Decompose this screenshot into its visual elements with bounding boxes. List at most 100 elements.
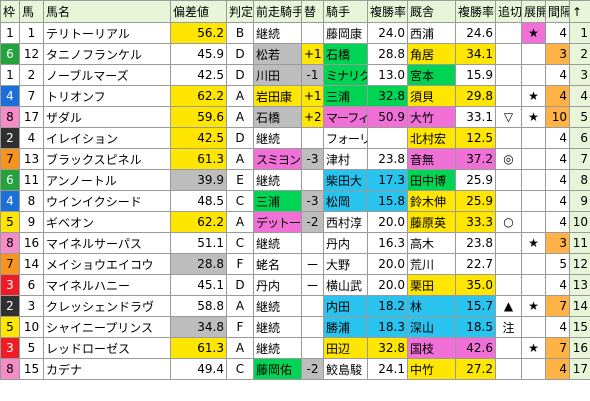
cell-jockey-rate: 50.9	[367, 106, 408, 128]
header-score[interactable]: 偏差値	[170, 0, 227, 23]
header-row: 枠 馬 馬名 偏差値 判定 前走騎手 替 騎手 複勝率 厩舎 複勝率 追切 展開…	[0, 0, 590, 23]
cell-jockey-rate: 24.0	[367, 22, 408, 44]
cell-interval: 5	[545, 253, 570, 275]
cell-tenkai	[521, 253, 546, 275]
cell-waku: 5	[0, 211, 20, 233]
header-horse-name[interactable]: 馬名	[43, 0, 171, 23]
cell-trainer: 北村宏	[407, 127, 456, 149]
header-prev-jockey[interactable]: 前走騎手	[253, 0, 302, 23]
cell-tenkai	[521, 358, 546, 380]
cell-horse-number: 13	[19, 148, 44, 170]
cell-horse-number: 4	[19, 127, 44, 149]
cell-waku: 2	[0, 127, 20, 149]
cell-rank: 6	[569, 127, 590, 149]
cell-jockey-rate	[367, 127, 408, 149]
cell-interval: 4	[545, 274, 570, 296]
cell-prev-jockey: 継続	[253, 232, 302, 254]
table-row[interactable]: 3 6 マイネルハニー 45.1 D 丹内ー横山武 20.0 栗田 35.0 4 13	[0, 274, 590, 296]
cell-trainer: 西浦	[407, 22, 456, 44]
cell-trainer-rate: 33.1	[455, 106, 496, 128]
cell-grade: C	[226, 358, 254, 380]
cell-prev-jockey: 継続	[253, 337, 302, 359]
cell-trainer-rate: 15.9	[455, 64, 496, 86]
cell-prev-jockey: 継続	[253, 127, 302, 149]
cell-jockey: フォーリー	[323, 127, 368, 149]
table-row[interactable]: 8 15 カデナ 49.4 C 藤岡佑 -2 鮫島駿 24.1 中竹 27.2 4 17	[0, 358, 590, 380]
cell-horse-number: 7	[19, 85, 44, 107]
cell-score: 62.2	[170, 211, 227, 233]
cell-grade: A	[226, 337, 254, 359]
header-number[interactable]: 馬	[19, 0, 44, 23]
header-oikiri[interactable]: 追切	[495, 0, 522, 23]
cell-interval: 4	[545, 64, 570, 86]
table-row[interactable]: 1 2 ノーブルマーズ 42.5 D 川田 -1 ミナリク 13.0 宮本 15.9 4 3	[0, 64, 590, 86]
cell-score: 56.2	[170, 22, 227, 44]
cell-jockey: 田辺	[323, 337, 368, 359]
header-trainer[interactable]: 厩舎	[407, 0, 456, 23]
header-sort-up[interactable]: ↑	[569, 0, 590, 23]
cell-prev-jockey: 石橋	[253, 106, 302, 128]
header-waku[interactable]: 枠	[0, 0, 20, 23]
cell-interval: 10	[545, 106, 570, 128]
cell-jockey: 勝浦	[323, 316, 368, 338]
header-interval[interactable]: 間隔	[545, 0, 570, 23]
cell-tenkai	[521, 190, 546, 212]
cell-change: -3	[301, 148, 324, 170]
header-change[interactable]: 替	[301, 0, 324, 23]
table-row[interactable]: 4 8 ウインイクシード 48.5 C 三浦 -3 松岡 15.8 鈴木伸 25.9 4 9	[0, 190, 590, 212]
table-row[interactable]: 5 10 シャイニープリンス 34.8 F 継続 勝浦 18.3 深山 18.5 注 4 15	[0, 316, 590, 338]
cell-trainer: 鈴木伸	[407, 190, 456, 212]
cell-change: -1	[301, 64, 324, 86]
cell-oikiri: ◎	[495, 148, 522, 170]
cell-oikiri	[495, 64, 522, 86]
cell-horse-number: 10	[19, 316, 44, 338]
header-tenkai[interactable]: 展開	[521, 0, 546, 23]
table-row[interactable]: 7 14 メイショウエイコウ 28.8 F 蛯名ー大野 20.0 荒川 22.7 5 12	[0, 253, 590, 275]
cell-horse-name: アンノートル	[43, 169, 171, 191]
table-row[interactable]: 2 3 クレッシェンドラヴ 58.8 A 継続 内田 18.2 林 15.7 ▲ ★ 7 14	[0, 295, 590, 317]
cell-oikiri	[495, 337, 522, 359]
header-grade[interactable]: 判定	[226, 0, 254, 23]
table-row[interactable]: 3 5 レッドローゼス 61.3 A 継続 田辺 32.8 国枝 42.6 ★ 7 16	[0, 337, 590, 359]
table-row[interactable]: 6 11 アンノートル 39.9 E 継続 柴田大 17.3 田中博 25.9 4 8	[0, 169, 590, 191]
cell-interval: 4	[545, 22, 570, 44]
table-row[interactable]: 1 1 テリトーリアル 56.2 B 継続 藤岡康 24.0 西浦 24.6 ★ 4 1	[0, 22, 590, 44]
cell-trainer: 栗田	[407, 274, 456, 296]
cell-waku: 7	[0, 253, 20, 275]
cell-horse-name: シャイニープリンス	[43, 316, 171, 338]
cell-horse-number: 11	[19, 169, 44, 191]
header-jockey-rate[interactable]: 複勝率	[367, 0, 408, 23]
cell-trainer: 音無	[407, 148, 456, 170]
cell-tenkai	[521, 148, 546, 170]
cell-jockey: 津村	[323, 148, 368, 170]
cell-change	[301, 127, 324, 149]
table-row[interactable]: 6 12 タニノフランケル 45.9 D 松若 +1 石橋 28.8 角居 34.1 3 2	[0, 43, 590, 65]
cell-prev-jockey: 丹内	[253, 274, 302, 296]
table-row[interactable]: 4 7 トリオンフ 62.2 A 岩田康 +1 三浦 32.8 須貝 29.8 ★ 4 4	[0, 85, 590, 107]
cell-horse-number: 1	[19, 22, 44, 44]
table-row[interactable]: 7 13 ブラックスピネル 61.3 A スミヨン -3 津村 23.8 音無 37.2 ◎ 4 7	[0, 148, 590, 170]
cell-rank: 9	[569, 190, 590, 212]
cell-grade: D	[226, 127, 254, 149]
cell-jockey: 松岡	[323, 190, 368, 212]
cell-rank: 12	[569, 253, 590, 275]
cell-grade: E	[226, 169, 254, 191]
cell-waku: 6	[0, 169, 20, 191]
header-jockey[interactable]: 騎手	[323, 0, 368, 23]
cell-waku: 1	[0, 64, 20, 86]
cell-waku: 8	[0, 106, 20, 128]
cell-horse-name: ザダル	[43, 106, 171, 128]
cell-trainer: 中竹	[407, 358, 456, 380]
cell-waku: 6	[0, 43, 20, 65]
header-trainer-rate[interactable]: 複勝率	[455, 0, 496, 23]
table-row[interactable]: 8 16 マイネルサーパス 51.1 C 継続 丹内 16.3 高木 23.8 ★ 3 11	[0, 232, 590, 254]
cell-waku: 3	[0, 274, 20, 296]
cell-prev-jockey: 継続	[253, 316, 302, 338]
cell-change: +1	[301, 43, 324, 65]
cell-rank: 3	[569, 64, 590, 86]
cell-horse-number: 3	[19, 295, 44, 317]
cell-oikiri	[495, 127, 522, 149]
